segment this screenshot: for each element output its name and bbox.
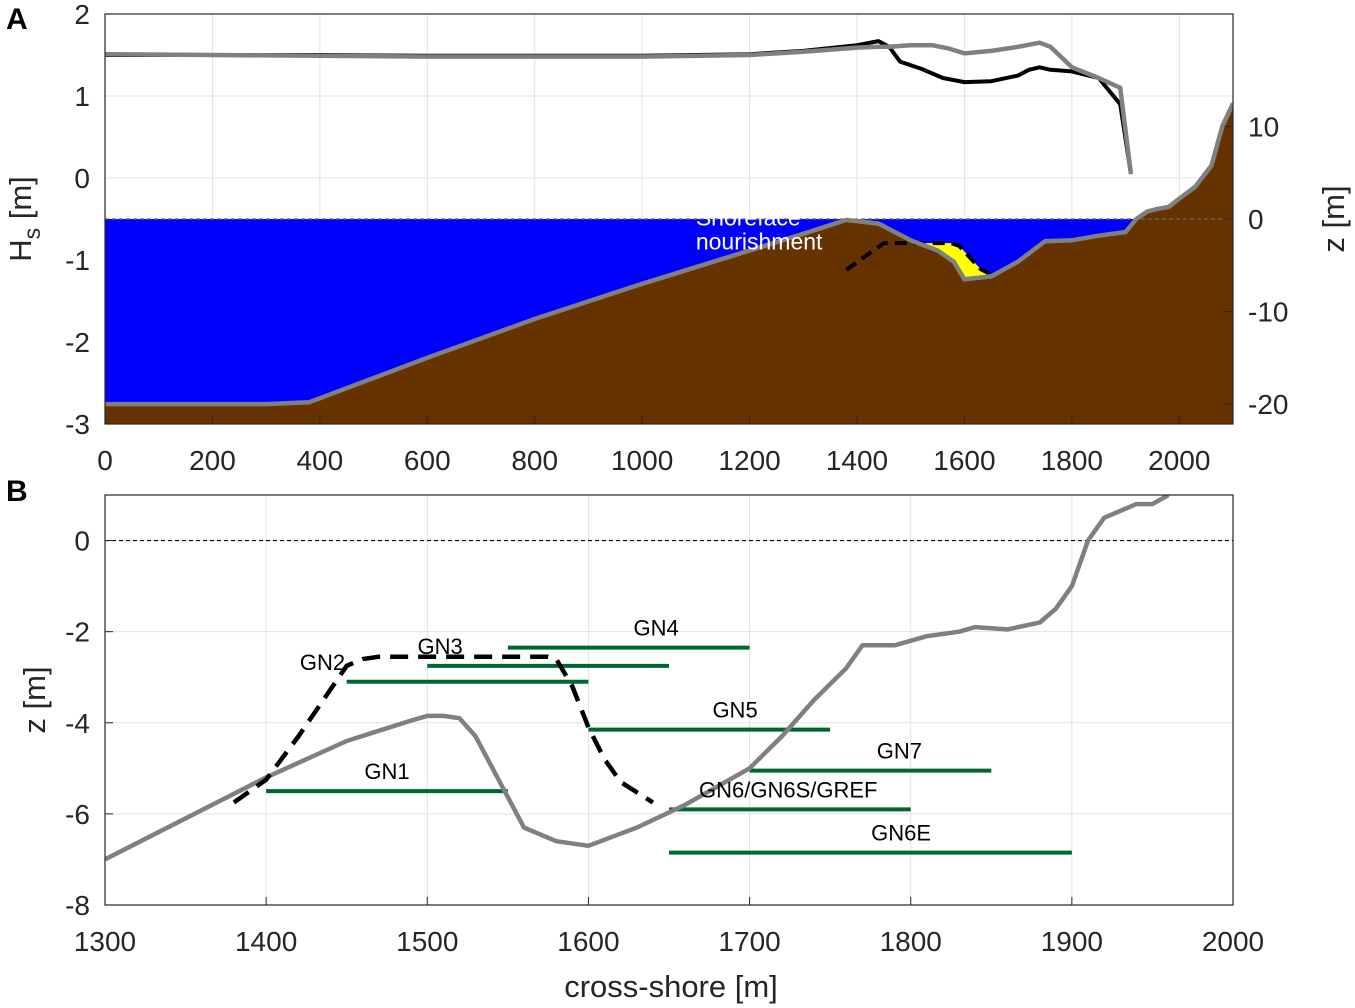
x-tick-label: 600 (404, 445, 451, 476)
hs-nourished-line (105, 40, 1134, 175)
x-tick-label: 2000 (1202, 926, 1264, 957)
x-tick-label: 2000 (1148, 445, 1210, 476)
hs-reference-line (105, 39, 1133, 175)
y-right-tick-label: 10 (1248, 111, 1279, 142)
y-tick-label: -8 (65, 890, 90, 921)
sensor-label-gn5: GN5 (712, 698, 757, 723)
x-tick-label: 1800 (1041, 445, 1103, 476)
y-left-tick-label: 2 (74, 0, 90, 30)
y-axis-label-z: z [m] (17, 666, 52, 733)
nourishment-outline (845, 241, 993, 277)
x-tick-label: 0 (97, 445, 113, 476)
bed-fill (105, 103, 1233, 424)
sensor-label-gn2: GN2 (300, 650, 345, 675)
x-tick-label: 1500 (396, 926, 458, 957)
y-tick-label: -4 (65, 708, 90, 739)
sensor-label-gn6e: GN6E (871, 821, 931, 846)
x-axis-label: cross-shore [m] (564, 969, 778, 1004)
sensor-label-gn3: GN3 (418, 634, 463, 659)
bed-profile-line (105, 495, 1170, 862)
x-tick-label: 1400 (235, 926, 297, 957)
sensor-label-gn4: GN4 (633, 616, 678, 641)
y-axis-label-hs: Hs [m] (3, 176, 45, 262)
x-tick-label: 1900 (1041, 926, 1103, 957)
y-right-tick-label: -10 (1248, 297, 1288, 328)
y-left-tick-label: 1 (74, 81, 90, 112)
y-tick-label: -2 (65, 617, 90, 648)
y-right-tick-label: 0 (1248, 204, 1264, 235)
annotation-shoreface: Shoreface (696, 205, 801, 231)
panel-letter-b: B (6, 475, 28, 508)
sensor-label-gn1: GN1 (364, 759, 409, 784)
x-tick-label: 1600 (933, 445, 995, 476)
x-tick-label: 1800 (880, 926, 942, 957)
y-right-tick-label: -20 (1248, 389, 1288, 420)
annotation-nourishment: nourishment (696, 228, 823, 254)
y-left-tick-label: -2 (65, 327, 90, 358)
x-tick-label: 1700 (718, 926, 780, 957)
x-tick-label: 1300 (74, 926, 136, 957)
panel-b: GN1 GN2 GN3 GN4 GN5 GN6/GN6S/GREF GN6E GN7 1300 1… (17, 494, 1264, 1004)
y-left-tick-label: 0 (74, 163, 90, 194)
panel-letter-a: A (6, 3, 28, 36)
nourishment-profile-line (232, 654, 655, 805)
axes-frame-b (104, 494, 1234, 906)
sensor-label-gn6-gn6s-gref: GN6/GN6S/GREF (699, 777, 877, 802)
x-tick-label: 200 (189, 445, 236, 476)
x-tick-label: 800 (511, 445, 558, 476)
sensor-label-gn7: GN7 (877, 739, 922, 764)
y-axis-label-z-right: z [m] (1316, 185, 1351, 252)
y-left-tick-label: -1 (65, 245, 90, 276)
bed-profile-line (105, 102, 1233, 407)
y-tick-label: 0 (74, 526, 90, 557)
panel-a: 0 200 400 600 800 1000 1200 1400 1600 1800 2000210… (3, 0, 1351, 476)
y-tick-label: -6 (65, 799, 90, 830)
x-tick-label: 1200 (718, 445, 780, 476)
y-left-tick-label: -3 (65, 409, 90, 440)
x-tick-label: 1000 (611, 445, 673, 476)
x-tick-label: 400 (296, 445, 343, 476)
x-tick-label: 1400 (826, 445, 888, 476)
x-tick-label: 1600 (557, 926, 619, 957)
